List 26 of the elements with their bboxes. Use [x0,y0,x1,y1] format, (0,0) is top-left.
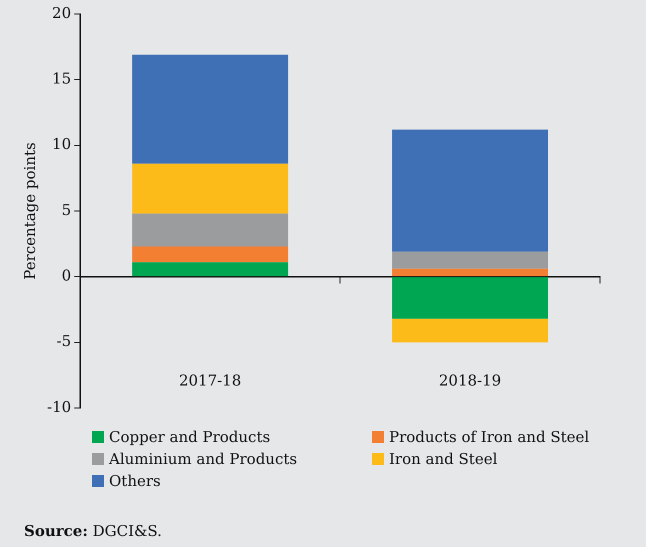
y-axis-title: Percentage points [20,142,39,280]
y-tick-label: 0 [62,266,72,285]
x-tick-label: 2017-18 [178,372,242,390]
bar [132,164,288,214]
y-tick-label: 5 [62,200,72,219]
legend-label: Products of Iron and Steel [389,428,590,446]
y-tick-label: -5 [56,332,72,350]
bar [392,268,548,276]
legend-label: Copper and Products [109,428,270,446]
y-tick-label: -10 [47,398,72,416]
x-tick-label: 2018-19 [438,372,502,390]
bar [132,246,288,262]
bar [132,214,288,246]
bar [392,277,548,319]
source-note: Source: DGCI&S. [24,522,162,540]
bar [392,318,548,342]
bar [392,252,548,269]
legend-label: Aluminium and Products [109,450,298,468]
legend-label: Iron and Steel [389,450,498,468]
y-tick-label: 15 [52,70,72,88]
bar [132,54,288,164]
bar [392,130,548,252]
legend-label: Others [109,472,161,490]
bar [132,262,288,276]
y-tick-label: 10 [52,135,72,154]
y-tick-label: 20 [52,4,72,22]
